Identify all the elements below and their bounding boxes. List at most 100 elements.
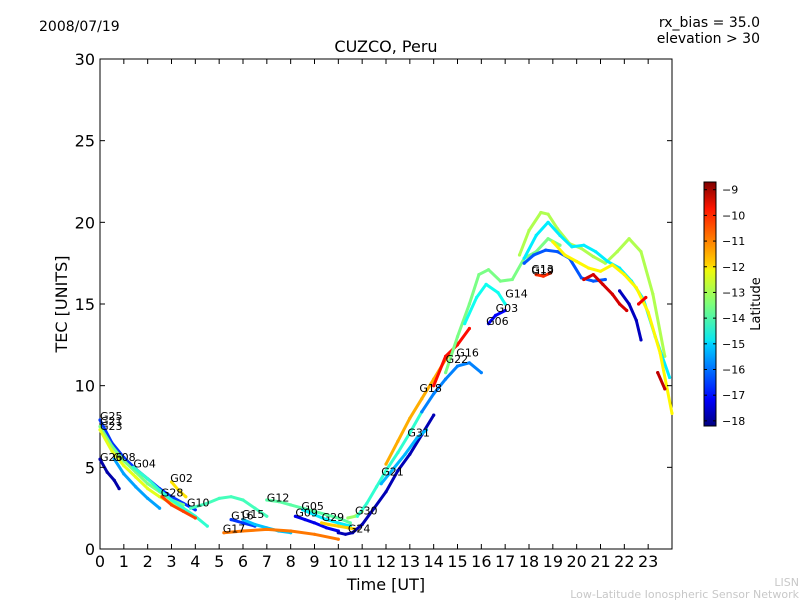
satellite-label: G10 [187, 497, 210, 510]
series-track-g01 [637, 296, 648, 306]
satellite-label: G08 [113, 451, 136, 464]
data-point-g07 [627, 302, 631, 306]
data-point-g32 [601, 282, 605, 286]
data-point-g19 [541, 274, 545, 278]
data-point-g08 [122, 472, 126, 476]
data-point-g10 [189, 506, 193, 510]
satellite-label: G15 [242, 508, 265, 521]
plot-frame [99, 58, 673, 550]
data-point-g13 [615, 250, 619, 254]
data-point-g28 [169, 503, 174, 507]
data-point-g11 [532, 253, 536, 257]
satellite-label: G12 [267, 492, 290, 505]
data-point-g12 [312, 509, 317, 513]
data-point-g13 [591, 255, 595, 259]
data-point-g32 [625, 308, 629, 313]
data-point-g11 [522, 261, 526, 265]
data-point-g23 [122, 464, 126, 468]
data-point-g15 [241, 518, 245, 522]
data-point-g14 [486, 268, 491, 272]
data-point-g16b [444, 354, 448, 358]
data-point-g08 [158, 506, 162, 510]
satellite-label: G13 [531, 263, 554, 276]
data-point-g21 [98, 424, 102, 429]
data-point-g26b [656, 371, 660, 375]
data-point-g28 [193, 516, 197, 520]
x-tick-label: 10 [328, 552, 348, 571]
elevation-label: elevation > 30 [657, 31, 760, 47]
data-point-g30 [346, 516, 350, 520]
satellite-label: G25 [100, 410, 123, 423]
latitude-colorbar: −9 −10 −11 −12 −13 −14 −15 −16 −17 −18 Latitude [703, 181, 764, 428]
data-point-g14 [510, 277, 514, 282]
data-point-g09 [293, 514, 297, 518]
satellite-label: G02 [170, 472, 193, 485]
data-point-g27 [622, 273, 626, 277]
colorbar-tick-label: −12 [722, 261, 745, 274]
data-point-g22 [467, 361, 471, 365]
data-point-g02 [169, 480, 174, 484]
x-tick-label: 15 [447, 552, 467, 571]
colorbar-tick-label: −11 [722, 235, 745, 248]
data-point-g13 [627, 237, 631, 241]
satellite-label: G21 [381, 466, 404, 479]
satellite-label: G31 [407, 426, 430, 439]
y-tick-label: 15 [75, 295, 95, 314]
data-point-g03 [475, 295, 479, 300]
y-tick-label: 20 [75, 213, 95, 232]
data-point-g26b [663, 387, 667, 391]
x-tick-label: 23 [638, 552, 658, 571]
data-point-g16b [467, 326, 471, 331]
x-tick-label: 21 [590, 552, 610, 571]
data-point-g10 [241, 498, 245, 502]
data-point-g18 [408, 416, 412, 420]
data-point-g11 [544, 248, 548, 252]
data-point-g12 [348, 521, 352, 525]
data-point-g21b [355, 514, 359, 518]
data-point-g19 [534, 273, 538, 277]
x-tick-label: 14 [423, 552, 443, 571]
series-track-g07 [618, 289, 643, 342]
data-point-g32 [610, 292, 615, 296]
colorbar-tick-label: −16 [722, 363, 745, 376]
data-point-g27 [575, 259, 579, 264]
data-point-g05 [336, 521, 340, 525]
series-track-g28 [160, 495, 197, 520]
x-tick-label: 11 [352, 552, 372, 571]
data-point-g10 [205, 501, 209, 505]
data-point-g26 [98, 457, 102, 461]
data-point-g04 [181, 506, 185, 510]
data-point-g12 [324, 513, 328, 517]
satellite-label: G06 [486, 315, 509, 328]
data-point-g13 [546, 212, 550, 216]
data-point-g10 [229, 495, 233, 499]
data-point-g03 [463, 322, 467, 326]
data-point-g17 [312, 532, 317, 536]
satellite-label: G22 [446, 353, 469, 366]
data-point-g10 [265, 514, 269, 518]
data-point-g32 [618, 302, 622, 306]
y-tick-label: 0 [85, 540, 95, 559]
data-point-g17 [241, 529, 245, 533]
satellite-label: G23 [100, 420, 123, 433]
x-tick-label: 5 [214, 552, 224, 571]
data-point-g01 [644, 295, 648, 300]
x-tick-label: 12 [376, 552, 396, 571]
data-point-g05 [301, 508, 305, 512]
data-point-g04 [205, 524, 209, 528]
series-track-g32 [582, 273, 629, 312]
data-point-g12 [289, 503, 293, 507]
data-point-g10 [253, 506, 257, 510]
data-point-g14 [558, 243, 562, 247]
data-point-g28 [181, 509, 185, 513]
data-point-g18 [396, 439, 400, 443]
data-point-g23 [158, 495, 162, 499]
data-point-g22 [455, 364, 460, 368]
x-tick-label: 1 [119, 552, 129, 571]
data-point-g23 [146, 487, 150, 491]
footer-lisn: LISN [774, 576, 799, 589]
data-point-g25 [193, 508, 197, 512]
data-point-g23 [134, 475, 138, 479]
satellite-label: G09 [295, 506, 318, 519]
data-point-g21b [384, 469, 388, 473]
